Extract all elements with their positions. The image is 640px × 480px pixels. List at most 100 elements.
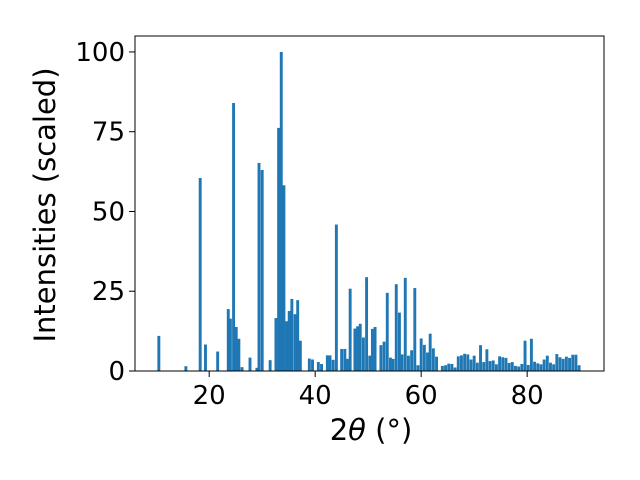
- bar-8: [234, 326, 238, 371]
- bar-71: [459, 355, 463, 371]
- bar-15: [268, 360, 272, 371]
- bar-94: [533, 361, 537, 371]
- bar-76: [475, 362, 479, 371]
- bar-30: [325, 355, 329, 371]
- bar-33: [334, 224, 338, 371]
- bar-107: [574, 354, 578, 371]
- bar-4: [216, 351, 220, 371]
- bar-25: [298, 340, 302, 371]
- bar-72: [463, 353, 467, 371]
- x-axis-label-unit: (°): [366, 413, 412, 447]
- bar-22: [290, 298, 294, 371]
- bar-82: [494, 364, 498, 371]
- bar-92: [526, 364, 530, 371]
- x-tick-label: 40: [299, 381, 332, 411]
- bar-66: [444, 365, 447, 371]
- bar-18: [279, 51, 283, 371]
- plot-frame: [134, 35, 605, 372]
- bar-87: [510, 362, 514, 371]
- bar-95: [536, 363, 540, 371]
- bar-53: [400, 354, 404, 371]
- bar-1: [184, 366, 188, 371]
- bar-84: [501, 357, 505, 371]
- x-tick-label: 20: [193, 381, 226, 411]
- bar-3: [204, 344, 207, 371]
- bar-96: [539, 364, 543, 371]
- bar-45: [373, 326, 377, 371]
- bar-47: [382, 341, 386, 371]
- bar-40: [358, 323, 362, 371]
- bar-103: [561, 358, 565, 371]
- bar-74: [469, 359, 473, 371]
- bars: [157, 51, 581, 371]
- bar-10: [240, 367, 244, 371]
- bar-80: [488, 361, 492, 371]
- bar-35: [343, 348, 347, 371]
- bar-65: [440, 365, 444, 371]
- bar-24: [296, 300, 300, 371]
- x-axis-ticks: 20 40 60 80: [193, 371, 544, 411]
- x-tick-label: 60: [405, 381, 438, 411]
- bar-19: [282, 185, 286, 371]
- bar-102: [558, 357, 562, 371]
- y-tick-label: 0: [108, 357, 125, 387]
- bar-73: [466, 354, 470, 371]
- bar-81: [491, 360, 495, 371]
- bar-108: [577, 365, 581, 371]
- bar-36: [346, 358, 349, 371]
- bar-67: [447, 363, 451, 371]
- bar-38: [353, 328, 357, 371]
- bar-46: [379, 345, 383, 371]
- bar-57: [413, 288, 417, 371]
- bar-39: [356, 326, 360, 371]
- bar-20: [285, 321, 289, 371]
- bar-23: [293, 314, 297, 371]
- y-tick-label: 50: [92, 197, 125, 227]
- bar-34: [340, 348, 344, 371]
- bar-26: [307, 358, 311, 371]
- bar-44: [370, 328, 374, 371]
- bar-98: [545, 355, 549, 371]
- bar-79: [485, 349, 489, 371]
- x-axis-label-prefix: 2: [330, 413, 348, 447]
- bar-68: [450, 363, 454, 371]
- bar-5: [226, 309, 230, 371]
- bar-51: [394, 284, 398, 371]
- bar-64: [435, 356, 438, 371]
- bar-16: [274, 318, 278, 371]
- bar-32: [331, 359, 335, 371]
- bar-88: [514, 365, 517, 371]
- bar-97: [542, 359, 546, 371]
- bar-43: [368, 355, 372, 371]
- bar-54: [403, 277, 407, 371]
- bar-100: [552, 364, 556, 371]
- bar-17: [277, 127, 281, 371]
- bar-70: [456, 356, 460, 371]
- bar-49: [388, 357, 392, 371]
- bar-75: [472, 355, 476, 371]
- bar-90: [520, 363, 524, 371]
- bar-29: [320, 363, 323, 371]
- bar-28: [316, 362, 320, 371]
- bar-69: [453, 367, 457, 371]
- bar-58: [416, 365, 420, 371]
- bar-78: [482, 362, 486, 371]
- bar-86: [507, 363, 511, 371]
- bar-91: [523, 340, 527, 371]
- bar-31: [328, 355, 332, 371]
- bar-62: [428, 333, 432, 371]
- y-axis-label: Intensities (scaled): [28, 67, 62, 342]
- bar-21: [287, 311, 291, 371]
- y-tick-label: 100: [75, 38, 125, 68]
- bar-93: [529, 338, 533, 371]
- bar-55: [406, 355, 410, 371]
- bar-89: [517, 366, 521, 371]
- bar-104: [564, 356, 568, 371]
- x-axis-label: 2θ (°): [330, 413, 413, 447]
- bar-12: [255, 367, 259, 371]
- bar-52: [397, 312, 401, 371]
- bar-9: [237, 338, 241, 371]
- bar-7: [232, 103, 236, 371]
- x-tick-label: 80: [511, 381, 544, 411]
